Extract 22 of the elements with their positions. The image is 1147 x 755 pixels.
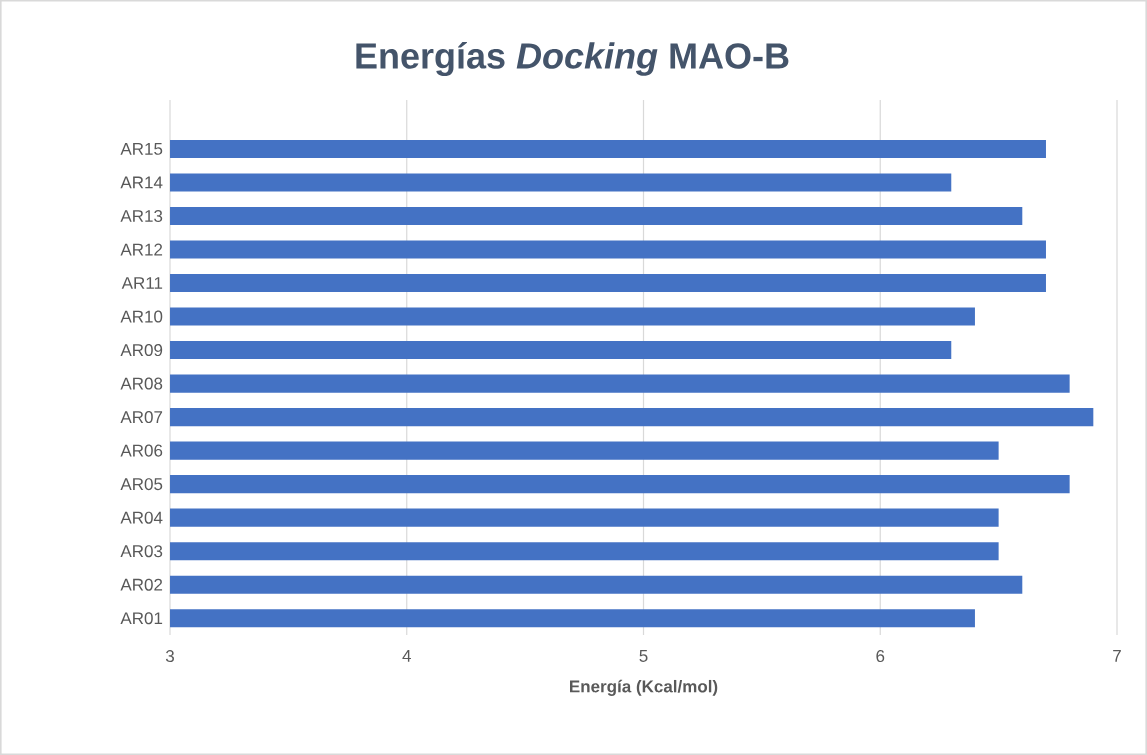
y-tick-label: AR03 [120,545,163,558]
y-tick-label: AR11 [121,277,163,289]
y-tick-label: AR08 [120,377,163,390]
y-tick-label: AR12 [120,243,163,256]
x-tick-label: 5 [639,650,648,662]
x-tick-label: 3 [165,650,174,663]
y-tick-label: AR10 [120,310,163,323]
x-axis-title: Energía (Kcal/mol) [570,679,718,696]
y-tick-label: AR13 [120,209,163,222]
x-tick-label: 4 [402,650,411,662]
chart-title: Energías Docking MAO-B [356,41,789,76]
y-tick-label: AR07 [120,411,163,424]
y-tick-label: AR14 [120,176,163,189]
x-tick-label: 6 [876,650,885,663]
y-tick-label: AR09 [120,344,163,357]
x-tick-label: 7 [1113,650,1121,662]
y-tick-label: AR04 [120,511,163,524]
y-tick-label: AR01 [120,612,163,625]
y-tick-label: AR05 [120,478,163,491]
y-tick-label: AR15 [120,143,163,155]
y-tick-label: AR02 [120,578,163,591]
y-tick-label: AR06 [120,444,163,457]
